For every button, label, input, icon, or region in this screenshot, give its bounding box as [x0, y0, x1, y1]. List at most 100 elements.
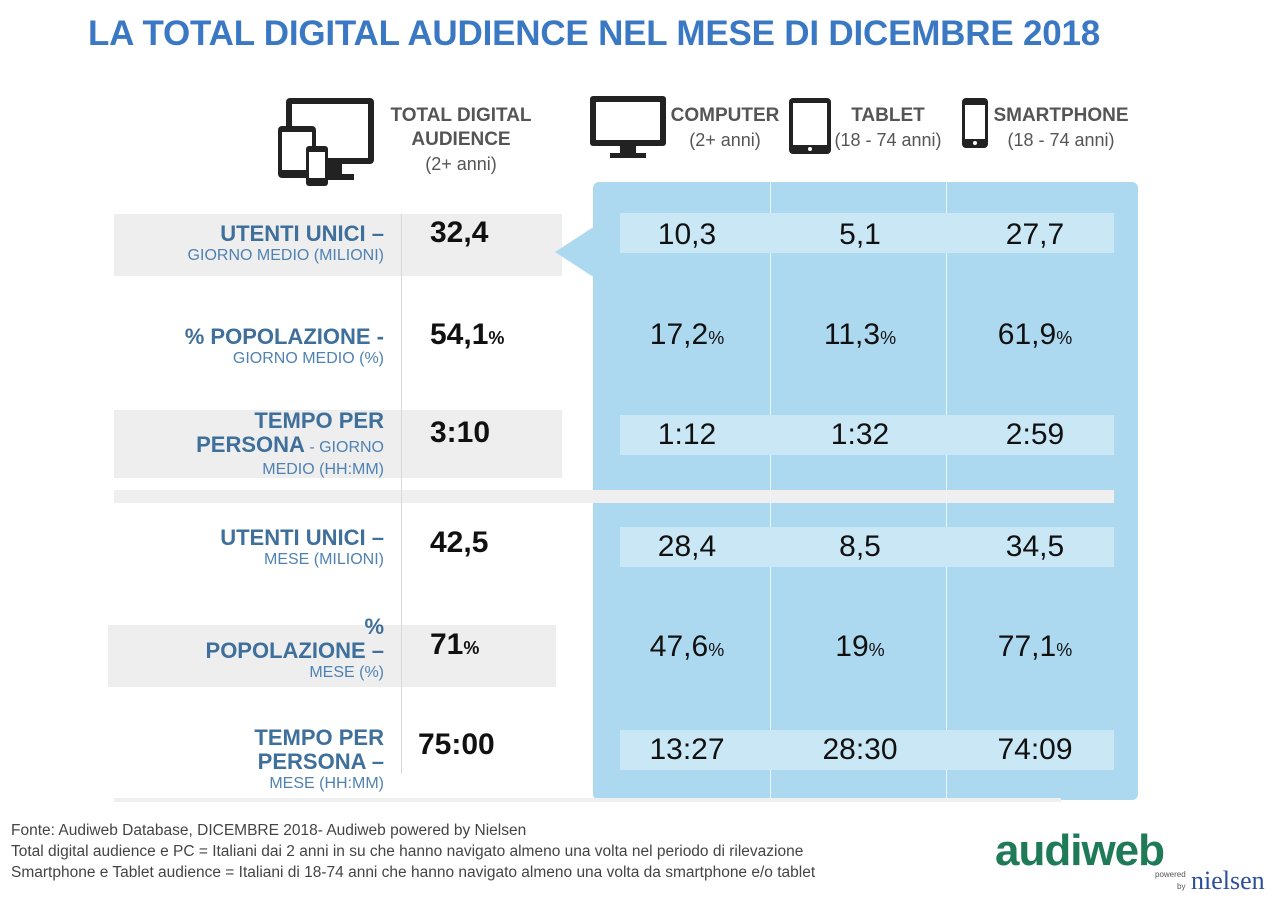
value-computer-row-5: 47,6% [602, 630, 772, 664]
row-label-3-sub: MEDIO (HH:MM) [262, 461, 384, 478]
value-number: 74:09 [997, 733, 1073, 766]
value-smartphone-row-5: 77,1% [950, 630, 1120, 664]
row-label-3: TEMPO PER PERSONA - GIORNO MEDIO (HH:MM) [196, 409, 384, 480]
percent-sign: % [1056, 328, 1073, 348]
value-computer-row-1: 10,3 [602, 218, 772, 252]
header-computer: COMPUTER (2+ anni) [667, 104, 783, 152]
value-smartphone-row-3: 2:59 [950, 418, 1120, 452]
header-total: TOTAL DIGITAL AUDIENCE (2+ anni) [378, 104, 544, 176]
value-number: 19 [835, 630, 869, 663]
value-number: 11,3 [823, 318, 881, 351]
page-title: LA TOTAL DIGITAL AUDIENCE NEL MESE DI DI… [88, 14, 1101, 53]
row-label-4-sub: MESE (MILIONI) [263, 551, 384, 568]
row-label-5: % POPOLAZIONE – MESE (%) [206, 615, 384, 683]
smartphone-icon [962, 98, 988, 148]
value-number: 75:00 [418, 728, 495, 761]
value-total-row-5: 71% [430, 628, 479, 662]
value-tablet-row-6: 28:30 [775, 733, 945, 767]
percent-sign: % [1056, 640, 1073, 660]
value-number: 47,6 [649, 630, 709, 663]
row-label-2: % POPOLAZIONE - GIORNO MEDIO (%) [185, 325, 384, 369]
value-tablet-row-3: 1:32 [775, 418, 945, 452]
row-band-5 [108, 625, 556, 687]
header-tablet-sub: (18 - 74 anni) [834, 130, 942, 150]
value-number: 27,7 [1005, 218, 1065, 251]
row-label-5-main1: % [364, 614, 384, 639]
row-label-6-sub: MESE (HH:MM) [269, 775, 384, 792]
value-number: 17,2 [649, 318, 709, 351]
header-smartphone-label: SMARTPHONE [993, 105, 1129, 126]
row-label-6-main2: PERSONA – [257, 749, 384, 774]
value-total-row-6: 75:00 [418, 728, 495, 762]
row-label-4-main: UTENTI UNICI – [220, 525, 384, 550]
header-total-line1: TOTAL DIGITAL [390, 105, 532, 126]
bottom-rule [114, 798, 1061, 802]
value-number: 5,1 [839, 218, 881, 251]
percent-sign: % [708, 640, 725, 660]
audiweb-logo: audiweb powered by nielsen [995, 826, 1265, 895]
value-smartphone-row-2: 61,9% [950, 318, 1120, 352]
panel-pointer [555, 226, 595, 278]
value-number: 1:12 [657, 418, 717, 451]
row-label-2-sub: GIORNO MEDIO (%) [232, 350, 384, 367]
header-smartphone: SMARTPHONE (18 - 74 anni) [988, 104, 1134, 152]
column-divider-1 [770, 182, 771, 800]
value-number: 42,5 [430, 526, 489, 559]
footnote-total: Total digital audience e PC = Italiani d… [11, 843, 804, 860]
value-computer-row-3: 1:12 [602, 418, 772, 452]
percent-sign: % [868, 640, 885, 660]
value-number: 28,4 [657, 530, 717, 563]
logo-main: audiweb [995, 826, 1165, 875]
logo-nielsen: nielsen [1191, 866, 1265, 895]
header-computer-label: COMPUTER [670, 105, 780, 126]
header-total-sub: (2+ anni) [425, 154, 497, 174]
value-computer-row-6: 13:27 [602, 733, 772, 767]
value-number: 2:59 [1005, 418, 1065, 451]
row-band-3 [114, 410, 562, 478]
value-number: 71 [430, 628, 464, 661]
value-number: 10,3 [657, 218, 717, 251]
logo-by: by [1177, 882, 1186, 891]
value-tablet-row-2: 11,3% [775, 318, 945, 352]
multi-device-icon [278, 98, 374, 186]
value-tablet-row-4: 8,5 [775, 530, 945, 564]
value-number: 1:32 [830, 418, 890, 451]
row-label-1-main: UTENTI UNICI – [220, 221, 384, 246]
header-tablet-label: TABLET [851, 105, 925, 126]
value-number: 28:30 [822, 733, 898, 766]
row-label-3-main1: TEMPO PER [254, 408, 384, 433]
percent-sign: % [880, 328, 897, 348]
row-label-6: TEMPO PER PERSONA – MESE (HH:MM) [254, 726, 384, 794]
monitor-icon [590, 96, 666, 158]
section-divider [114, 490, 1114, 503]
row-label-5-sub: MESE (%) [309, 664, 384, 681]
row-label-5-main2: POPOLAZIONE – [205, 638, 384, 663]
value-computer-row-4: 28,4 [602, 530, 772, 564]
row-label-3-main2: PERSONA [196, 432, 305, 457]
value-number: 61,9 [997, 318, 1057, 351]
row-label-3-inline: - GIORNO [304, 439, 384, 456]
row-label-1: UTENTI UNICI – GIORNO MEDIO (MILIONI) [188, 222, 384, 266]
value-number: 54,1 [430, 318, 489, 351]
value-number: 34,5 [1005, 530, 1065, 563]
header-total-line2: AUDIENCE [411, 129, 511, 150]
value-smartphone-row-4: 34,5 [950, 530, 1120, 564]
value-number: 8,5 [839, 530, 881, 563]
row-label-1-sub: GIORNO MEDIO (MILIONI) [187, 247, 384, 264]
value-number: 13:27 [649, 733, 725, 766]
header-tablet: TABLET (18 - 74 anni) [826, 104, 950, 152]
value-total-row-4: 42,5 [430, 526, 488, 560]
header-smartphone-sub: (18 - 74 anni) [1007, 130, 1115, 150]
label-divider [401, 214, 402, 774]
panel-bar-1 [620, 213, 1114, 253]
row-label-6-main1: TEMPO PER [254, 725, 384, 750]
value-computer-row-2: 17,2% [602, 318, 772, 352]
row-label-4: UTENTI UNICI – MESE (MILIONI) [220, 526, 384, 570]
row-band-1 [114, 214, 562, 276]
value-total-row-2: 54,1% [430, 318, 504, 352]
value-number: 77,1 [997, 630, 1057, 663]
column-divider-2 [946, 182, 947, 800]
row-label-2-main: % POPOLAZIONE - [184, 324, 384, 349]
percent-sign: % [708, 328, 725, 348]
panel-bar-4 [620, 527, 1114, 567]
